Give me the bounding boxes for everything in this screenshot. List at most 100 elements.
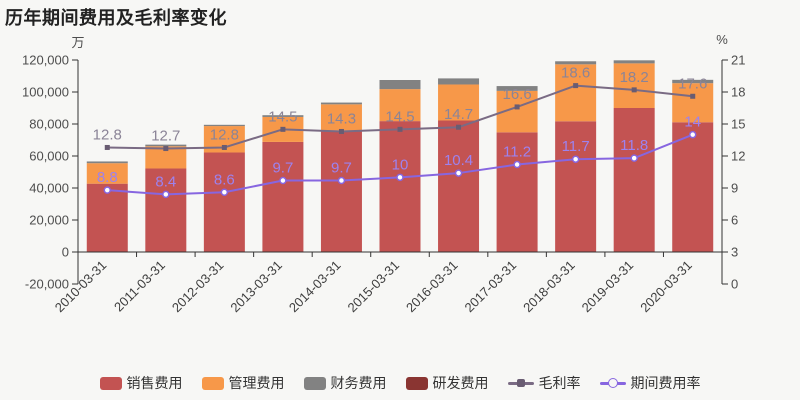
gross-margin-point[interactable] — [280, 126, 286, 132]
gross-margin-point[interactable] — [163, 146, 169, 152]
legend-label: 销售费用 — [126, 375, 183, 391]
bar-segment-sales-expense[interactable] — [86, 183, 128, 252]
legend-item-sales-expense[interactable]: 销售费用 — [99, 373, 183, 393]
bar-segment-finance-expense[interactable] — [438, 78, 480, 85]
bar-segment-sales-expense[interactable] — [320, 130, 362, 252]
right-axis-tick-label: 6 — [731, 213, 738, 228]
expense-ratio-label: 14 — [684, 114, 701, 131]
gross-margin-label: 18.6 — [561, 65, 590, 82]
gross-margin-point[interactable] — [573, 83, 579, 89]
gross-margin-label: 12.8 — [210, 126, 239, 143]
gross-margin-point[interactable] — [221, 144, 227, 150]
bar-segment-finance-expense[interactable] — [613, 60, 655, 64]
legend-item-rd-expense[interactable]: 研发费用 — [405, 373, 489, 393]
gross-margin-point[interactable] — [631, 87, 637, 93]
right-axis-tick-label: 12 — [731, 149, 745, 164]
right-axis-unit: % — [716, 32, 728, 47]
bar-segment-admin-expense[interactable] — [145, 146, 187, 169]
expense-ratio-point[interactable] — [103, 186, 112, 194]
bar-segment-sales-expense[interactable] — [555, 121, 597, 252]
gross-margin-label: 17.6 — [678, 75, 707, 92]
legend-item-finance-expense[interactable]: 财务费用 — [303, 373, 387, 393]
gross-margin-point[interactable] — [690, 93, 696, 99]
gross-margin-point[interactable] — [338, 128, 344, 134]
bar-segment-sales-expense[interactable] — [438, 120, 480, 252]
bar-segment-finance-expense[interactable] — [672, 79, 714, 84]
x-axis-tick-label: 2011-03-31 — [111, 258, 168, 315]
gross-margin-label: 18.2 — [620, 69, 649, 86]
left-axis-tick-label: 80,000 — [29, 117, 69, 132]
expense-ratio-point[interactable] — [454, 169, 463, 177]
sales-expense-swatch-icon — [99, 376, 122, 390]
legend-item-expense-ratio[interactable]: 期间费用率 — [599, 373, 701, 393]
x-axis-tick-label: 2020-03-31 — [637, 258, 695, 316]
gross-margin-point[interactable] — [514, 104, 520, 110]
bar-segment-finance-expense[interactable] — [145, 144, 187, 147]
expense-ratio-point[interactable] — [630, 154, 638, 162]
legend: 销售费用 管理费用 财务费用 研发费用 毛利率 期间费用率 — [0, 373, 800, 393]
bar-segment-finance-expense[interactable] — [262, 115, 304, 117]
bar-segment-admin-expense[interactable] — [320, 104, 362, 131]
legend-item-admin-expense[interactable]: 管理费用 — [201, 373, 285, 393]
expense-ratio-label: 10.4 — [444, 152, 473, 169]
legend-label: 研发费用 — [432, 375, 489, 391]
right-axis-tick-label: 3 — [731, 245, 738, 260]
gross-margin-label: 16.6 — [502, 86, 531, 103]
gross-margin-point[interactable] — [456, 124, 462, 130]
x-axis-tick-label: 2018-03-31 — [520, 258, 578, 316]
bar-segment-finance-expense[interactable] — [496, 86, 538, 91]
bar-segment-admin-expense[interactable] — [86, 163, 128, 184]
chart-title: 历年期间费用及毛利率变化 — [5, 8, 227, 28]
expense-ratio-label: 11.8 — [620, 137, 648, 154]
legend-item-gross-margin[interactable]: 毛利率 — [507, 373, 581, 393]
expense-ratio-marker-icon — [607, 378, 618, 388]
expense-ratio-point[interactable] — [337, 176, 346, 185]
x-axis-tick-label: 2017-03-31 — [462, 258, 520, 316]
expense-ratio-point[interactable] — [513, 160, 521, 169]
expense-ratio-point[interactable] — [279, 176, 287, 185]
bar-segment-sales-expense[interactable] — [496, 132, 538, 252]
bar-segment-admin-expense[interactable] — [379, 89, 421, 122]
left-axis-tick-label: -20,000 — [25, 277, 69, 292]
expense-ratio-point[interactable] — [688, 130, 697, 139]
left-axis-tick-label: 100,000 — [22, 85, 69, 100]
right-axis-tick-label: 0 — [731, 277, 738, 292]
gross-margin-label: 14.3 — [327, 110, 356, 127]
right-axis-tick-label: 18 — [731, 85, 745, 100]
expense-ratio-point[interactable] — [396, 173, 404, 182]
expense-ratio-label: 8.6 — [214, 171, 235, 188]
expense-ratio-label: 10 — [392, 156, 409, 173]
expense-ratio-label: 8.8 — [97, 169, 118, 186]
bar-segment-sales-expense[interactable] — [379, 121, 421, 253]
right-axis-tick-label: 21 — [731, 53, 745, 68]
expense-ratio-line-icon — [599, 378, 626, 388]
bar-segment-finance-expense[interactable] — [320, 102, 362, 105]
left-axis-tick-label: 120,000 — [22, 53, 69, 68]
bar-segment-admin-expense[interactable] — [613, 63, 655, 108]
x-axis-tick-label: 2014-03-31 — [286, 258, 344, 316]
bar-segment-finance-expense[interactable] — [379, 80, 421, 90]
expense-ratio-point[interactable] — [220, 188, 229, 197]
bar-segment-sales-expense[interactable] — [145, 168, 187, 252]
bar-segment-finance-expense[interactable] — [555, 61, 597, 65]
bar-segment-admin-expense[interactable] — [438, 84, 480, 121]
expense-ratio-label: 8.4 — [155, 173, 176, 190]
bar-segment-sales-expense[interactable] — [672, 122, 714, 253]
finance-expense-swatch-icon — [303, 376, 326, 390]
gross-margin-point[interactable] — [397, 126, 403, 132]
bar-segment-sales-expense[interactable] — [203, 152, 245, 252]
expense-ratio-point[interactable] — [571, 155, 580, 163]
expense-ratio-label: 9.7 — [272, 160, 293, 177]
expense-ratio-label: 11.7 — [562, 138, 590, 155]
bar-segment-sales-expense[interactable] — [262, 141, 304, 252]
bar-segment-admin-expense[interactable] — [555, 64, 597, 122]
bar-segment-finance-expense[interactable] — [203, 124, 245, 127]
expense-ratio-point[interactable] — [162, 190, 170, 199]
legend-label: 毛利率 — [538, 375, 581, 391]
gross-margin-point[interactable] — [104, 144, 110, 150]
bar-segment-admin-expense[interactable] — [672, 83, 714, 123]
left-axis-tick-label: 60,000 — [29, 149, 69, 164]
x-axis-tick-label: 2012-03-31 — [169, 258, 227, 316]
bar-segment-finance-expense[interactable] — [86, 161, 128, 164]
bar-segment-sales-expense[interactable] — [613, 108, 655, 252]
